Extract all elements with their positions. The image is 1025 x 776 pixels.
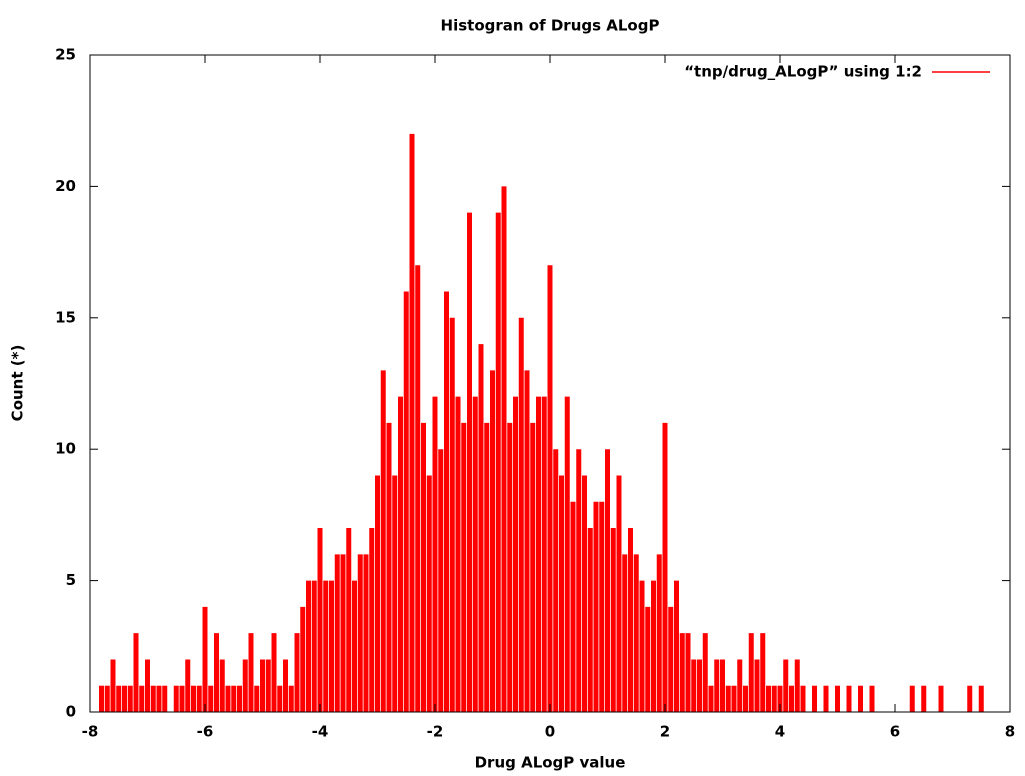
y-tick-label: 25 bbox=[55, 46, 76, 64]
y-tick-label: 20 bbox=[55, 177, 76, 195]
x-axis-label: Drug ALogP value bbox=[475, 754, 626, 772]
y-axis-label: Count (*) bbox=[9, 345, 27, 422]
x-tick-label: -2 bbox=[427, 723, 444, 741]
x-tick-label: -4 bbox=[312, 723, 329, 741]
x-tick-label: 6 bbox=[890, 723, 900, 741]
x-tick-label: 8 bbox=[1005, 723, 1015, 741]
y-tick-label: 5 bbox=[66, 571, 76, 589]
x-tick-label: -6 bbox=[197, 723, 214, 741]
x-tick-label: 2 bbox=[660, 723, 670, 741]
x-tick-label: 0 bbox=[545, 723, 555, 741]
y-tick-label: 0 bbox=[66, 703, 76, 721]
legend-label: “tnp/drug_ALogP” using 1:2 bbox=[684, 63, 922, 81]
chart-title: Histogran of Drugs ALogP bbox=[441, 17, 660, 35]
y-tick-label: 15 bbox=[55, 308, 76, 326]
x-tick-label: 4 bbox=[775, 723, 785, 741]
x-tick-label: -8 bbox=[82, 723, 99, 741]
y-tick-label: 10 bbox=[55, 440, 76, 458]
